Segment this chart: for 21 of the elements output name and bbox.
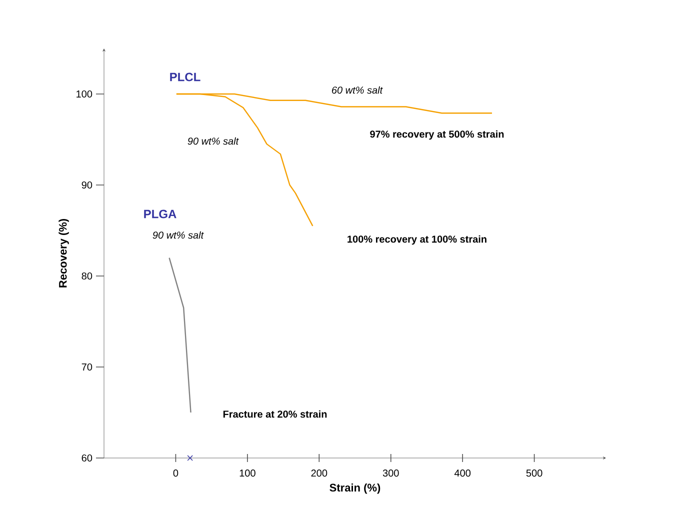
y-tick-label: 80 (82, 272, 92, 280)
y-tick-label: 90 (82, 181, 92, 189)
annotation: 97% recovery at 500% strain (370, 130, 504, 140)
y-axis-title: Recovery (%) (58, 218, 69, 288)
annotation: Fracture at 20% strain (223, 410, 327, 418)
y-tick-label: 60 (82, 454, 92, 462)
y-tick-label: 70 (82, 363, 92, 371)
x-tick-label: 100 (240, 470, 256, 477)
x-axis-title: Strain (%) (330, 483, 380, 494)
x-tick-label: 0 (173, 470, 178, 477)
x-tick-label: 300 (382, 470, 399, 477)
x-tick-label: 400 (454, 470, 471, 477)
annotation: PLCL (170, 72, 200, 82)
annotation: 90 wt% salt (188, 137, 239, 145)
x-tick-label: 500 (526, 470, 542, 477)
annotation: 60 wt% salt (332, 86, 383, 94)
annotation: 90 wt% salt (152, 231, 204, 239)
y-tick-label: 100 (76, 90, 92, 98)
x-tick-label: 200 (311, 470, 328, 477)
annotation: PLGA (144, 210, 176, 218)
annotation: 100% recovery at 100% strain (348, 235, 486, 245)
